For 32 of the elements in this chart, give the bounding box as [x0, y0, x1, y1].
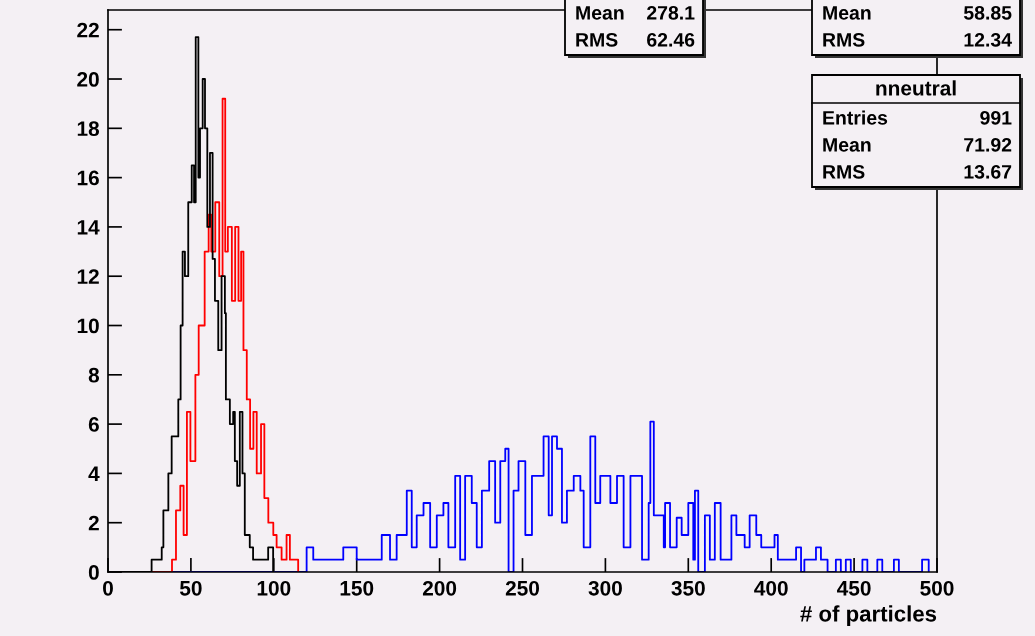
y-tick-label: 10 — [77, 318, 99, 334]
x-tick-label: 400 — [754, 580, 788, 596]
x-tick-label: 50 — [179, 580, 202, 596]
y-tick-label: 16 — [77, 170, 99, 186]
x-tick-label: 200 — [422, 580, 457, 596]
x-tick-label: 350 — [671, 580, 705, 596]
y-tick-label: 18 — [77, 121, 100, 137]
y-tick-label: 8 — [88, 367, 100, 383]
x-tick-label: 500 — [920, 580, 954, 596]
y-tick-label: 2 — [88, 515, 99, 531]
annotation: nneutral — [876, 80, 956, 96]
y-tick-label: 0 — [88, 565, 99, 580]
y-tick-label: 4 — [88, 466, 100, 481]
text: RMS 13.67 — [823, 164, 1012, 179]
y-tick-label: 6 — [88, 417, 99, 432]
x-axis-title: # of particles — [800, 605, 937, 627]
y-tick-label: 22 — [77, 22, 99, 38]
y-tick-label: 12 — [77, 269, 99, 284]
x-tick-label: 300 — [588, 580, 622, 596]
x-tick-label: 250 — [505, 580, 540, 596]
text: RMS 12.34 — [823, 32, 1012, 47]
x-tick-label: 0 — [103, 580, 113, 596]
text: Entries 991 — [823, 110, 1012, 125]
x-tick-label: 150 — [340, 580, 374, 596]
text: Mean 71.92 — [823, 137, 1012, 152]
text: Mean 278.1 — [576, 5, 695, 20]
text: Mean 58.85 — [823, 5, 1012, 20]
x-tick-label: 100 — [257, 580, 291, 596]
y-tick-label: 20 — [77, 72, 99, 87]
y-tick-label: 14 — [77, 220, 100, 235]
x-tick-label: 450 — [837, 580, 871, 596]
text: RMS 62.46 — [576, 32, 695, 47]
